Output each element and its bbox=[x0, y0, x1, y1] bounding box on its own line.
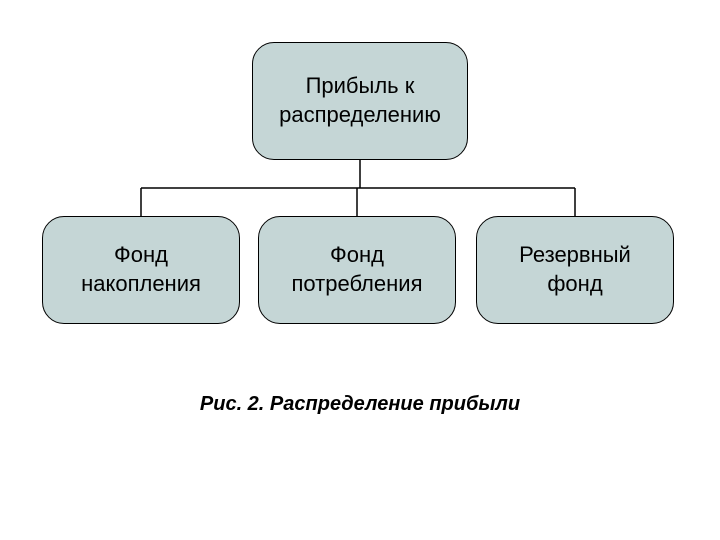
child-node-label: Фонд потребления bbox=[291, 241, 422, 298]
child-node-reserve: Резервный фонд bbox=[476, 216, 674, 324]
child-node-label: Фонд накопления bbox=[81, 241, 201, 298]
child-node-label: Резервный фонд bbox=[519, 241, 631, 298]
child-node-accumulation: Фонд накопления bbox=[42, 216, 240, 324]
figure-caption: Рис. 2. Распределение прибыли bbox=[0, 393, 720, 416]
caption-text: Рис. 2. Распределение прибыли bbox=[200, 393, 520, 415]
diagram-container: Прибыль к распределению Фонд накопления … bbox=[0, 0, 720, 540]
root-node: Прибыль к распределению bbox=[252, 42, 468, 160]
child-node-consumption: Фонд потребления bbox=[258, 216, 456, 324]
root-node-label: Прибыль к распределению bbox=[279, 72, 441, 129]
